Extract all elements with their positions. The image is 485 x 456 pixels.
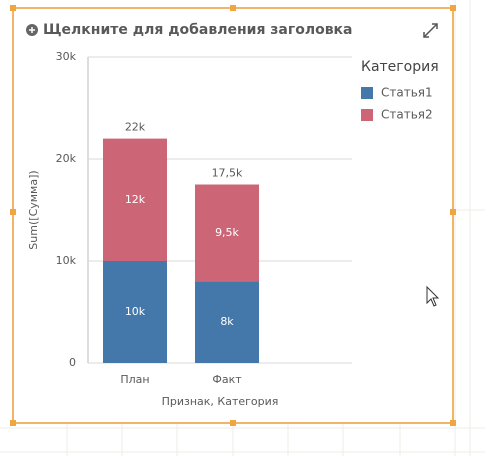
legend-label: Статья2 xyxy=(381,108,433,122)
y-axis-label: Sum([Сумма]) xyxy=(27,170,40,249)
y-tick-label: 10k xyxy=(56,254,77,267)
expand-icon[interactable] xyxy=(423,23,438,38)
y-tick-label: 30k xyxy=(56,50,77,63)
legend-swatch xyxy=(361,87,373,99)
y-tick-label: 20k xyxy=(56,152,77,165)
total-label: 17,5k xyxy=(212,167,243,180)
mouse-cursor xyxy=(426,285,440,307)
legend-label: Статья1 xyxy=(381,86,433,100)
legend-title: Категория xyxy=(361,59,439,75)
value-label: 8k xyxy=(220,315,234,328)
legend-swatch xyxy=(361,109,373,121)
bar-segment xyxy=(103,261,167,363)
add-icon[interactable] xyxy=(26,24,38,36)
resize-handles xyxy=(10,5,456,426)
bar-segment xyxy=(195,281,259,363)
x-tick-label: Факт xyxy=(212,373,242,386)
x-tick-label: План xyxy=(120,373,149,386)
bar-segment xyxy=(103,138,167,261)
y-tick-label: 0 xyxy=(69,356,76,369)
bar-segment xyxy=(195,184,259,282)
value-label: 10k xyxy=(125,305,146,318)
chart-title[interactable]: Щелкните для добавления заголовка xyxy=(43,22,353,38)
value-label: 12k xyxy=(125,193,146,206)
total-label: 22k xyxy=(125,121,146,134)
x-axis-label: Признак, Категория xyxy=(162,395,279,408)
value-label: 9,5k xyxy=(215,226,239,239)
